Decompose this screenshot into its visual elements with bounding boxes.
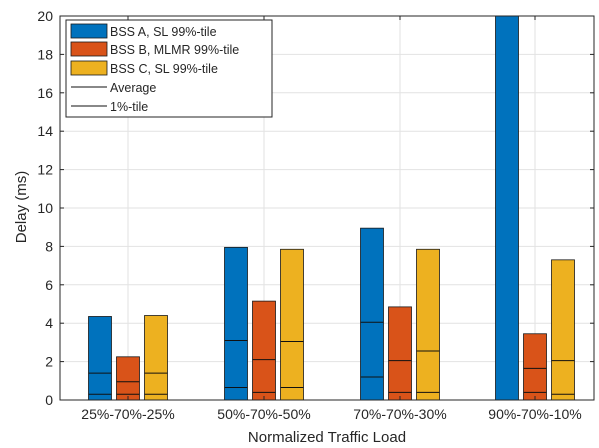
x-tick-label: 50%-70%-50% xyxy=(217,406,310,422)
x-tick-label: 25%-70%-25% xyxy=(81,406,174,422)
legend-swatch xyxy=(70,60,108,76)
legend-swatch xyxy=(70,23,108,39)
y-tick-label: 12 xyxy=(37,162,53,178)
y-tick-label: 0 xyxy=(45,392,53,408)
axes: 0 2 4 6 8 10 12 14 16 18 20 25%-70%-25% 50%-70%-50% 7… xyxy=(37,8,595,422)
bar xyxy=(495,15,519,401)
bar xyxy=(280,248,304,401)
bar xyxy=(523,333,547,401)
plot-frame xyxy=(59,15,595,401)
bar xyxy=(88,316,112,401)
x-axis-label: Normalized Traffic Load xyxy=(248,429,406,446)
legend: BSS A, SL 99%-tile BSS B, MLMR 99%-tile BS… xyxy=(65,19,273,118)
bar xyxy=(252,300,276,401)
y-tick-label: 14 xyxy=(37,123,53,139)
y-tick-label: 8 xyxy=(45,238,53,254)
bar xyxy=(116,356,140,401)
legend-label: BSS A, SL 99%-tile xyxy=(110,25,217,39)
legend-label: 1%-tile xyxy=(110,100,148,114)
y-axis-label: Delay (ms) xyxy=(13,171,30,244)
legend-label: BSS C, SL 99%-tile xyxy=(110,62,218,76)
y-tick-label: 20 xyxy=(37,8,53,24)
y-tick-label: 2 xyxy=(45,354,53,370)
y-tick-label: 4 xyxy=(45,315,53,331)
y-tick-label: 6 xyxy=(45,277,53,293)
x-tick-label: 90%-70%-10% xyxy=(488,406,581,422)
bar xyxy=(224,246,248,401)
bar xyxy=(360,227,384,401)
y-tick-label: 10 xyxy=(37,200,53,216)
legend-swatch xyxy=(70,41,108,57)
bar xyxy=(551,259,575,401)
y-tick-label: 16 xyxy=(37,85,53,101)
bar xyxy=(416,248,440,401)
legend-label: Average xyxy=(110,81,156,95)
bar xyxy=(144,315,168,401)
x-tick-label: 70%-70%-30% xyxy=(353,406,446,422)
legend-label: BSS B, MLMR 99%-tile xyxy=(110,43,239,57)
bar xyxy=(388,306,412,401)
y-tick-label: 18 xyxy=(37,46,53,62)
